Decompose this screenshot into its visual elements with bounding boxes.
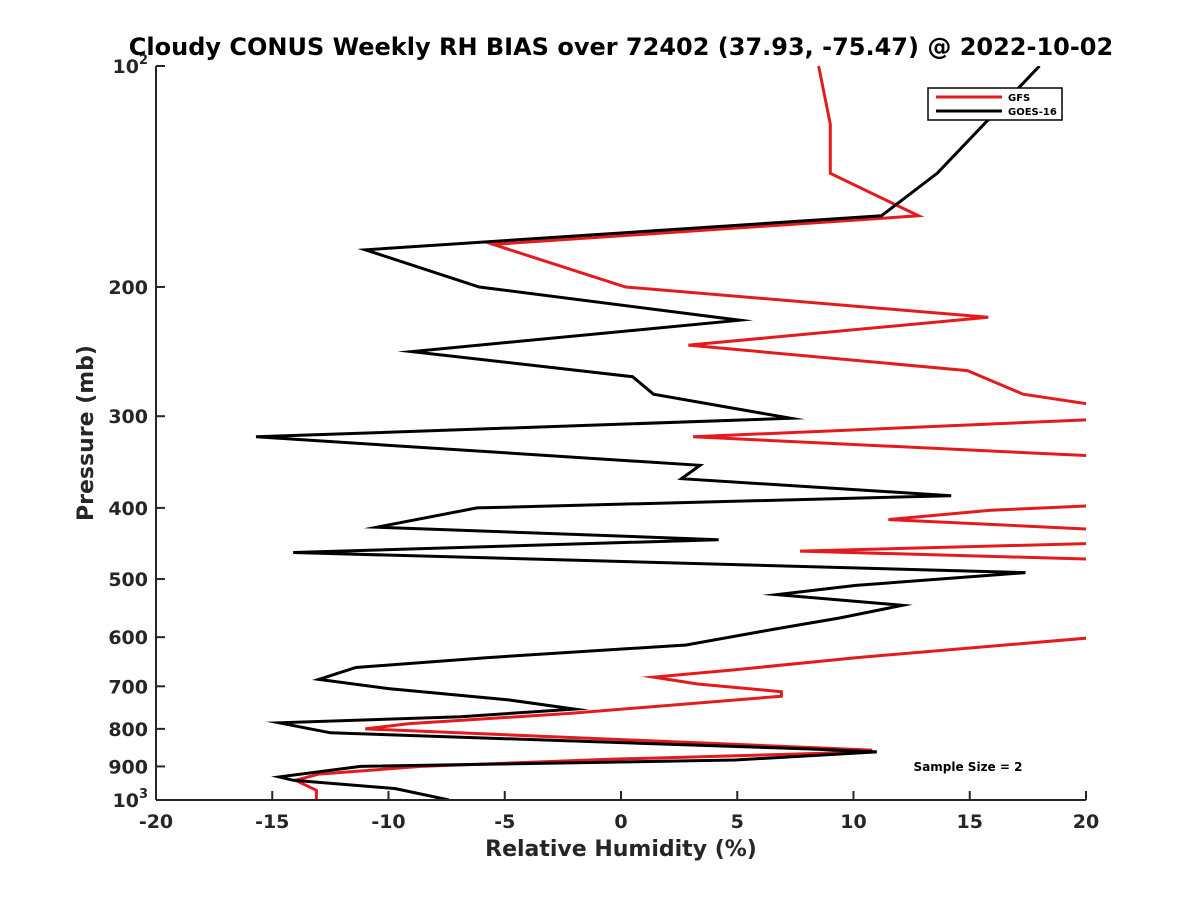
y-axis-label: Pressure (mb): [74, 345, 99, 521]
legend-label: GOES-16: [1008, 107, 1057, 118]
x-tick-label: 0: [614, 811, 627, 833]
x-tick-label: 10: [840, 811, 866, 833]
x-tick-label: -20: [139, 811, 173, 833]
y-tick-label: 103: [113, 787, 149, 812]
y-tick-label: 500: [108, 569, 148, 591]
y-tick-label: 400: [108, 498, 148, 520]
y-tick-label: 600: [108, 627, 148, 649]
y-tick-label: 300: [108, 406, 148, 428]
x-tick-label: -5: [494, 811, 515, 833]
chart-title: Cloudy CONUS Weekly RH BIAS over 72402 (…: [129, 33, 1113, 61]
sample-size-annotation: Sample Size = 2: [914, 760, 1023, 774]
legend: GFS GOES-16: [927, 87, 1063, 121]
series-line-goes-16: [255, 66, 1041, 800]
x-tick-label: -10: [371, 811, 405, 833]
x-tick-label: 20: [1073, 811, 1099, 833]
y-tick-label: 700: [108, 676, 148, 698]
axes-layer: -20 -15 -10 -5 0 5 10 15 20 102 200 300 400 500 600 700…: [108, 53, 1099, 833]
x-tick-label: -15: [255, 811, 289, 833]
y-tick-label: 900: [108, 756, 148, 778]
series-layer: [255, 66, 1086, 800]
x-tick-label: 15: [957, 811, 983, 833]
y-tick-label: 102: [113, 53, 149, 78]
x-axis-label: Relative Humidity (%): [485, 837, 757, 862]
x-tick-label: 5: [731, 811, 744, 833]
y-tick-label: 200: [108, 277, 148, 299]
y-tick-label: 800: [108, 719, 148, 741]
legend-label: GFS: [1008, 93, 1030, 104]
legend-box: [927, 87, 1063, 121]
